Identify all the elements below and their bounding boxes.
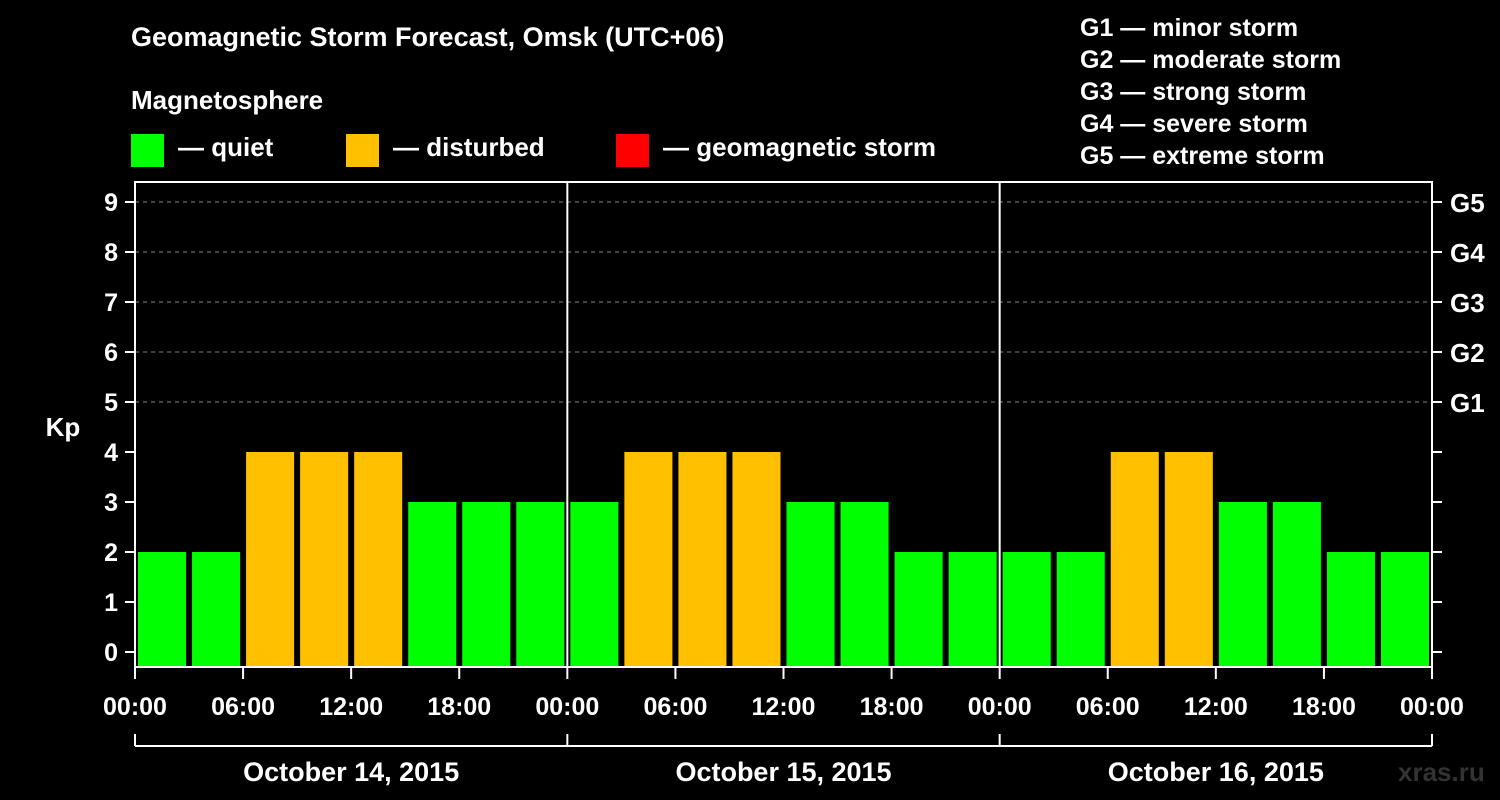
legend-swatch-quiet bbox=[131, 134, 164, 167]
kp-bar bbox=[570, 502, 619, 667]
kp-bar bbox=[1326, 552, 1375, 667]
kp-bar bbox=[1218, 502, 1267, 667]
kp-bar bbox=[516, 502, 565, 667]
chart-title: Geomagnetic Storm Forecast, Omsk (UTC+06… bbox=[131, 22, 725, 52]
kp-bar bbox=[948, 552, 997, 667]
y-tick-label: 4 bbox=[104, 439, 118, 467]
storm-level-label: G1 bbox=[1450, 388, 1485, 418]
legend-label-disturbed: — disturbed bbox=[393, 132, 545, 162]
x-tick-label: 06:00 bbox=[1076, 693, 1140, 721]
storm-scale-g1: G1 — minor storm bbox=[1080, 14, 1299, 42]
storm-scale-g3: G3 — strong storm bbox=[1080, 78, 1307, 106]
kp-bar bbox=[354, 452, 403, 667]
y-tick-label: 5 bbox=[104, 389, 118, 417]
kp-bar bbox=[1380, 552, 1429, 667]
kp-bar bbox=[246, 452, 295, 667]
y-tick-label: 3 bbox=[104, 489, 118, 517]
x-tick-label: 18:00 bbox=[427, 693, 491, 721]
y-tick-label: 2 bbox=[104, 539, 118, 567]
legend-heading: Magnetosphere bbox=[131, 85, 324, 115]
kp-bar bbox=[1110, 452, 1159, 667]
legend-swatch-storm bbox=[616, 134, 649, 167]
kp-bar bbox=[678, 452, 727, 667]
kp-bar bbox=[1056, 552, 1105, 667]
storm-level-label: G2 bbox=[1450, 338, 1485, 368]
x-tick-label: 00:00 bbox=[535, 693, 599, 721]
kp-bar bbox=[300, 452, 349, 667]
day-label: October 14, 2015 bbox=[243, 757, 459, 787]
y-tick-label: 6 bbox=[104, 339, 118, 367]
y-tick-label: 1 bbox=[104, 589, 118, 617]
kp-bar bbox=[1164, 452, 1213, 667]
storm-scale-legend: G1 — minor storm G2 — moderate storm G3 … bbox=[1080, 12, 1341, 172]
storm-scale-g2: G2 — moderate storm bbox=[1080, 46, 1342, 74]
kp-bar bbox=[1002, 552, 1051, 667]
kp-bar bbox=[732, 452, 781, 667]
kp-bar bbox=[138, 552, 187, 667]
legend-label-quiet: — quiet bbox=[178, 132, 274, 162]
kp-bar bbox=[462, 502, 511, 667]
x-tick-label: 18:00 bbox=[860, 693, 924, 721]
day-label: October 15, 2015 bbox=[675, 757, 891, 787]
storm-level-label: G3 bbox=[1450, 288, 1485, 318]
kp-bar bbox=[1272, 502, 1321, 667]
x-tick-label: 18:00 bbox=[1292, 693, 1356, 721]
storm-level-label: G4 bbox=[1450, 238, 1485, 268]
x-tick-label: 12:00 bbox=[319, 693, 383, 721]
kp-bar bbox=[624, 452, 673, 667]
kp-bar bbox=[786, 502, 835, 667]
x-tick-label: 00:00 bbox=[1400, 693, 1464, 721]
kp-bar bbox=[840, 502, 889, 667]
storm-scale-g4: G4 — severe storm bbox=[1080, 110, 1308, 138]
y-axis-label: Kp bbox=[46, 412, 81, 442]
y-tick-label: 9 bbox=[104, 189, 118, 217]
legend-swatch-disturbed bbox=[346, 134, 379, 167]
x-tick-label: 00:00 bbox=[968, 693, 1032, 721]
legend-label-storm: — geomagnetic storm bbox=[663, 132, 937, 162]
x-tick-label: 12:00 bbox=[1184, 693, 1248, 721]
x-tick-label: 06:00 bbox=[211, 693, 275, 721]
watermark: xras.ru bbox=[1398, 757, 1485, 787]
storm-level-label: G5 bbox=[1450, 188, 1485, 218]
x-tick-label: 12:00 bbox=[752, 693, 816, 721]
y-tick-label: 7 bbox=[104, 289, 118, 317]
y-tick-label: 0 bbox=[104, 639, 118, 667]
y-tick-label: 8 bbox=[104, 239, 118, 267]
day-label: October 16, 2015 bbox=[1108, 757, 1324, 787]
kp-bar bbox=[894, 552, 943, 667]
kp-bar bbox=[192, 552, 241, 667]
storm-scale-g5: G5 — extreme storm bbox=[1080, 142, 1325, 170]
kp-bar bbox=[408, 502, 457, 667]
x-tick-label: 00:00 bbox=[103, 693, 167, 721]
x-tick-label: 06:00 bbox=[643, 693, 707, 721]
